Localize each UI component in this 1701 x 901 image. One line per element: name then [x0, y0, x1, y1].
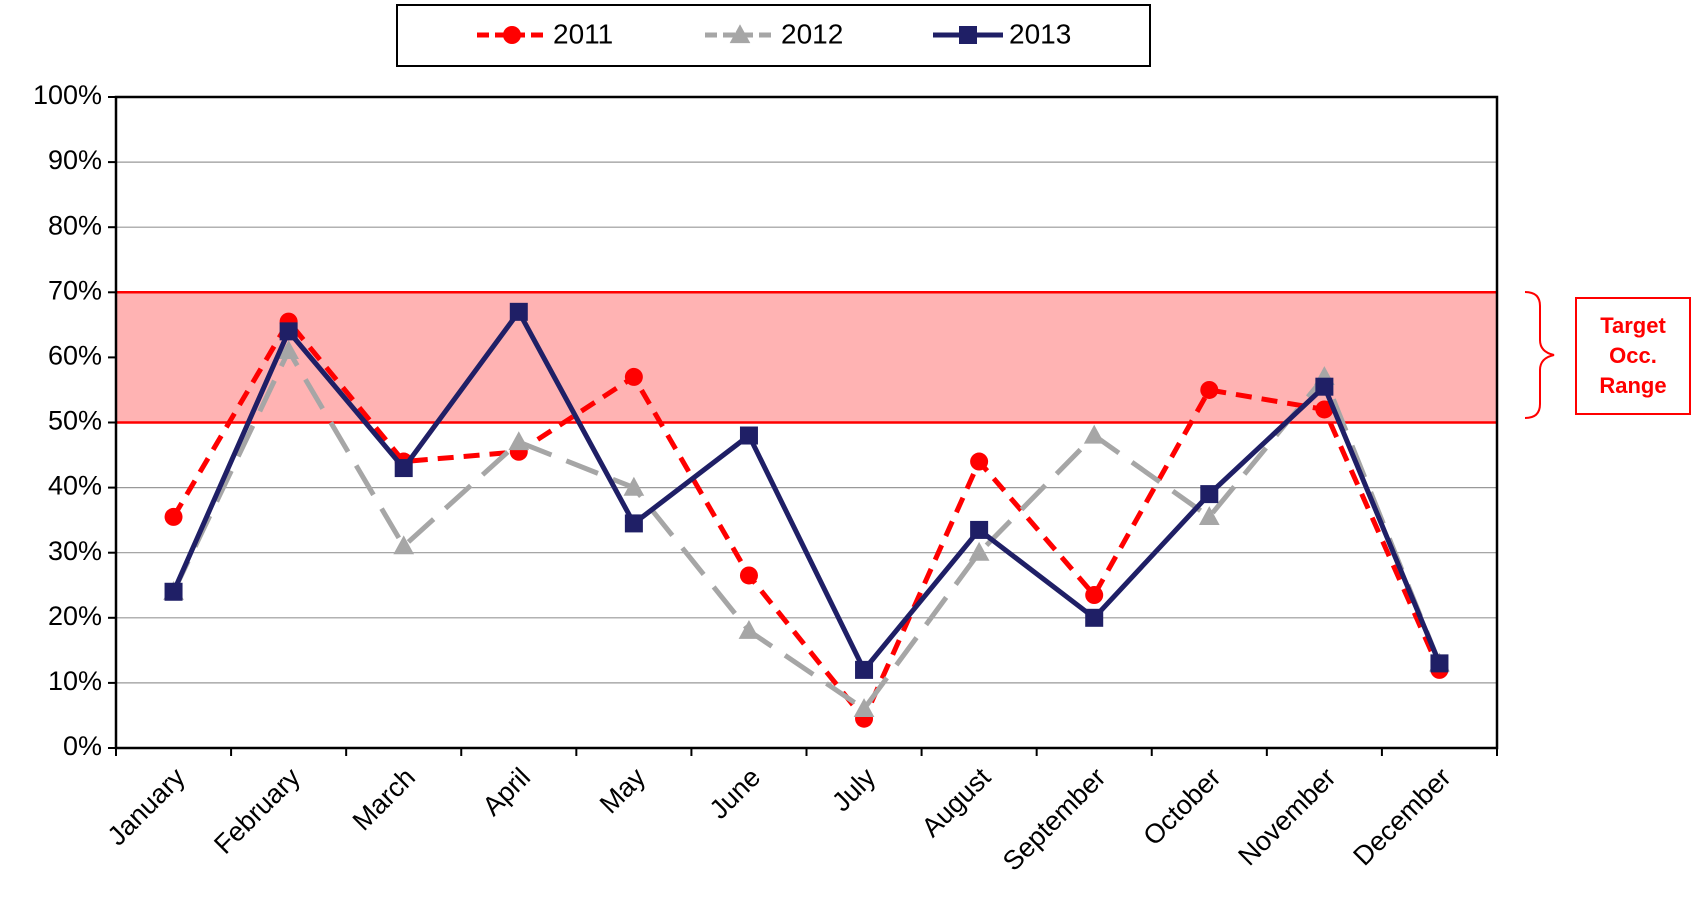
- marker: [393, 535, 415, 555]
- marker: [959, 26, 977, 44]
- marker: [1315, 400, 1334, 419]
- marker: [509, 302, 528, 321]
- marker: [1198, 506, 1220, 525]
- y-tick-label: 10%: [48, 666, 102, 696]
- y-tick-label: 50%: [48, 406, 102, 436]
- marker: [164, 582, 183, 601]
- marker: [738, 620, 760, 639]
- annotation-box: [1575, 297, 1691, 415]
- marker: [970, 452, 989, 471]
- series-line: [171, 307, 1442, 675]
- series: [163, 340, 1450, 718]
- marker: [1083, 424, 1105, 444]
- marker: [855, 660, 874, 679]
- marker: [1085, 608, 1104, 627]
- marker: [1430, 654, 1449, 673]
- x-tick-label: December: [1347, 762, 1456, 871]
- marker: [1200, 485, 1219, 504]
- y-tick-label: 80%: [48, 210, 102, 240]
- marker: [394, 459, 413, 478]
- marker: [279, 322, 298, 341]
- x-tick-label: April: [477, 762, 536, 821]
- marker: [853, 698, 875, 718]
- x-tick-label: September: [997, 762, 1112, 877]
- marker: [739, 426, 758, 445]
- marker: [503, 26, 521, 44]
- marker: [1085, 586, 1104, 605]
- x-tick-label: July: [826, 762, 882, 818]
- legend-label: 2012: [781, 18, 843, 49]
- marker: [164, 507, 183, 526]
- annotation-text: Range: [1599, 373, 1666, 398]
- x-tick-label: March: [347, 762, 421, 836]
- legend-label: 2013: [1009, 18, 1071, 49]
- marker: [508, 431, 530, 451]
- marker: [624, 514, 643, 533]
- y-tick-label: 100%: [33, 80, 102, 110]
- y-tick-label: 70%: [48, 275, 102, 305]
- x-tick-label: June: [704, 762, 767, 825]
- y-tick-label: 0%: [63, 731, 102, 761]
- marker: [1315, 377, 1334, 396]
- brace: [1524, 291, 1555, 419]
- annotation-text: Target: [1600, 313, 1666, 338]
- y-tick-label: 20%: [48, 601, 102, 631]
- x-tick-label: January: [102, 762, 191, 851]
- marker: [623, 476, 645, 496]
- y-tick-label: 90%: [48, 145, 102, 175]
- annotation-text: Occ.: [1609, 343, 1657, 368]
- marker: [970, 520, 989, 539]
- marker: [729, 24, 751, 44]
- marker: [624, 367, 643, 386]
- marker: [278, 340, 299, 359]
- legend-label: 2011: [553, 18, 613, 49]
- x-tick-label: May: [594, 762, 652, 820]
- x-tick-label: October: [1137, 762, 1226, 851]
- x-tick-label: November: [1232, 762, 1341, 871]
- y-tick-label: 30%: [48, 536, 102, 566]
- marker: [1200, 380, 1219, 399]
- y-tick-label: 60%: [48, 341, 102, 371]
- x-tick-label: August: [916, 762, 997, 843]
- x-tick-label: February: [208, 762, 306, 860]
- series-line: [171, 317, 1442, 724]
- marker: [739, 566, 758, 585]
- series: [164, 302, 1449, 679]
- series-line: [171, 345, 1442, 713]
- marker: [968, 541, 990, 561]
- y-tick-label: 40%: [48, 471, 102, 501]
